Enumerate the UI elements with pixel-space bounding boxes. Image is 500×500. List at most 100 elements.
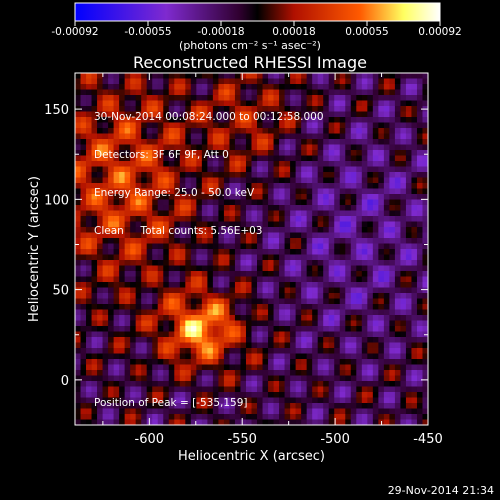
heatmap-cell: [306, 271, 313, 277]
heatmap-cell: [124, 298, 131, 305]
heatmap-cell: [389, 232, 396, 239]
heatmap-cell: [422, 254, 429, 261]
heatmap-cell: [334, 95, 341, 101]
heatmap-cell: [124, 73, 131, 79]
heatmap-cell: [268, 342, 274, 349]
heatmap-cell: [130, 183, 136, 189]
heatmap-cell: [378, 364, 385, 371]
heatmap-cell: [372, 353, 379, 360]
heatmap-cell: [372, 238, 379, 244]
heatmap-cell: [411, 95, 418, 101]
heatmap-cell: [212, 243, 219, 250]
heatmap-cell: [201, 84, 208, 90]
heatmap-cell: [223, 408, 230, 415]
heatmap-cell: [394, 243, 401, 250]
heatmap-cell: [152, 172, 159, 178]
heatmap-cell: [356, 298, 363, 305]
heatmap-cell: [367, 276, 374, 283]
heatmap-cell: [284, 282, 291, 288]
heatmap-cell: [400, 414, 407, 420]
heatmap-cell: [212, 106, 219, 112]
heatmap-cell: [389, 78, 396, 85]
heatmap-cell: [218, 221, 225, 228]
heatmap-cell: [207, 194, 214, 200]
heatmap-cell: [361, 194, 368, 200]
heatmap-cell: [262, 243, 269, 250]
heatmap-cell: [262, 348, 269, 354]
heatmap-cell: [416, 133, 423, 140]
heatmap-cell: [168, 78, 175, 85]
heatmap-cell: [212, 232, 219, 239]
heatmap-cell: [234, 183, 241, 189]
heatmap-cell: [323, 150, 330, 156]
heatmap-cell: [312, 386, 318, 393]
heatmap-cell: [218, 161, 225, 167]
heatmap-cell: [240, 216, 247, 222]
heatmap-cell: [207, 320, 214, 327]
heatmap-cell: [207, 348, 214, 354]
heatmap-cell: [245, 177, 252, 184]
heatmap-cell: [295, 364, 302, 371]
heatmap-cell: [279, 326, 285, 332]
heatmap-cell: [339, 155, 346, 162]
heatmap-cell: [284, 315, 291, 321]
heatmap-cell: [356, 419, 363, 426]
heatmap-cell: [245, 144, 252, 151]
heatmap-cell: [323, 331, 330, 338]
heatmap-cell: [146, 276, 153, 283]
heatmap-cell: [190, 353, 197, 360]
heatmap-cell: [284, 166, 291, 173]
heatmap-cell: [124, 381, 131, 387]
heatmap-cell: [174, 73, 181, 79]
heatmap-cell: [372, 166, 379, 173]
heatmap-cell: [268, 359, 274, 365]
heatmap-cell: [146, 238, 153, 244]
heatmap-cell: [350, 89, 357, 96]
heatmap-cell: [367, 122, 374, 129]
heatmap-cell: [146, 84, 153, 90]
heatmap-cell: [257, 375, 263, 382]
heatmap-cell: [234, 111, 241, 118]
heatmap-cell: [234, 227, 241, 233]
heatmap-cell: [323, 89, 330, 96]
heatmap-cell: [80, 414, 87, 420]
heatmap-cell: [185, 216, 192, 222]
heatmap-cell: [168, 298, 175, 305]
heatmap-cell: [102, 161, 109, 167]
heatmap-cell: [317, 282, 324, 288]
heatmap-cell: [174, 216, 181, 222]
heatmap-cell: [86, 232, 92, 239]
heatmap-cell: [75, 309, 81, 316]
heatmap-cell: [108, 331, 114, 338]
heatmap-cell: [290, 166, 296, 173]
heatmap-cell: [174, 342, 181, 349]
heatmap-cell: [168, 89, 175, 96]
heatmap-cell: [367, 89, 374, 96]
heatmap-cell: [223, 348, 230, 354]
heatmap-cell: [334, 276, 341, 283]
heatmap-cell: [75, 265, 81, 272]
heatmap-cell: [174, 309, 181, 316]
heatmap-cell: [223, 342, 230, 349]
heatmap-cell: [75, 249, 81, 255]
heatmap-cell: [361, 128, 368, 134]
heatmap-cell: [97, 188, 103, 195]
heatmap-cell: [245, 232, 252, 239]
heatmap-cell: [400, 254, 407, 261]
heatmap-cell: [179, 78, 186, 85]
heatmap-cell: [86, 150, 92, 156]
heatmap-cell: [273, 188, 280, 195]
heatmap-cell: [245, 128, 252, 134]
heatmap-cell: [356, 199, 363, 206]
heatmap-cell: [416, 403, 423, 409]
heatmap-cell: [91, 397, 98, 404]
heatmap-cell: [119, 128, 125, 134]
heatmap-cell: [400, 298, 407, 305]
heatmap-cell: [135, 78, 142, 85]
heatmap-cell: [422, 304, 429, 310]
heatmap-cell: [179, 73, 186, 79]
heatmap-cell: [190, 271, 197, 277]
heatmap-cell: [273, 326, 280, 332]
heatmap-cell: [201, 359, 208, 365]
heatmap-cell: [339, 370, 346, 376]
